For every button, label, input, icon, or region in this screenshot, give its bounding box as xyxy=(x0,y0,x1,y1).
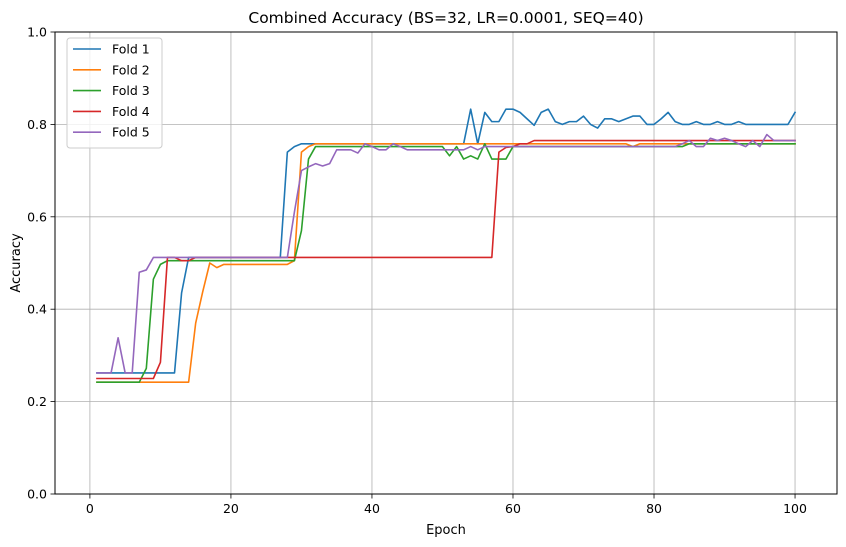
axis-ticks: 0 20 40 60 80 100 0.0 0.2 0.4 0.6 0.8 1.0 xyxy=(27,25,807,517)
legend-label: Fold 3 xyxy=(112,83,150,98)
y-tick-label: 0.4 xyxy=(27,302,47,317)
series-lines xyxy=(96,108,797,384)
legend-label: Fold 4 xyxy=(112,104,150,119)
legend: Fold 1 Fold 2 Fold 3 Fold 4 Fold 5 xyxy=(66,37,163,149)
x-axis-title: Epoch xyxy=(426,523,466,538)
legend-label: Fold 1 xyxy=(112,42,150,57)
plot-area-frame xyxy=(54,31,838,495)
x-tick-label: 40 xyxy=(364,501,380,516)
y-tick-label: 0.6 xyxy=(27,209,47,224)
y-tick-label: 0.0 xyxy=(27,487,47,502)
x-tick-label: 0 xyxy=(86,501,94,516)
y-tick-label: 1.0 xyxy=(27,25,47,40)
series-line-fold-5 xyxy=(96,133,796,374)
x-tick-label: 60 xyxy=(505,501,521,516)
legend-label: Fold 2 xyxy=(112,62,150,77)
y-tick-label: 0.2 xyxy=(27,394,47,409)
x-tick-label: 100 xyxy=(783,501,807,516)
x-tick-label: 80 xyxy=(646,501,662,516)
series-line-fold-3 xyxy=(96,143,796,384)
legend-box xyxy=(66,37,163,149)
x-tick-label: 20 xyxy=(223,501,239,516)
series-line-fold-2 xyxy=(96,143,796,384)
chart-title: Combined Accuracy (BS=32, LR=0.0001, SEQ… xyxy=(248,9,643,27)
y-axis-title: Accuracy xyxy=(9,233,24,293)
y-tick-label: 0.8 xyxy=(27,117,47,132)
legend-label: Fold 5 xyxy=(112,125,150,140)
